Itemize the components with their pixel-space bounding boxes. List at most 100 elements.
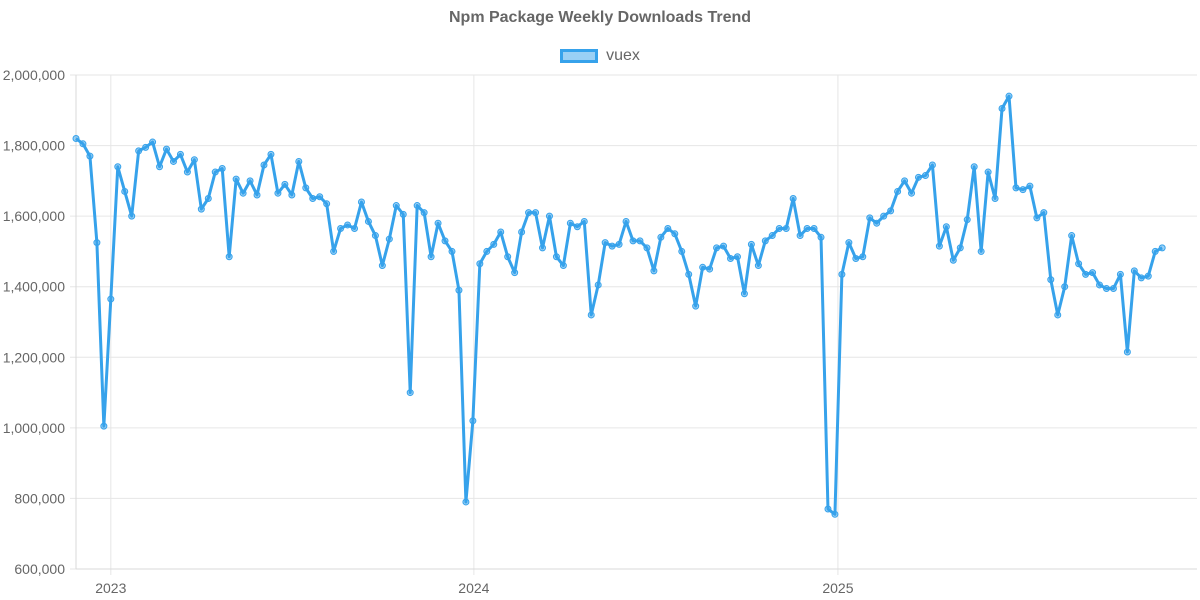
- data-point[interactable]: [239, 189, 247, 197]
- data-point[interactable]: [817, 233, 825, 241]
- data-point[interactable]: [218, 165, 226, 173]
- data-point[interactable]: [344, 221, 352, 229]
- data-point[interactable]: [434, 219, 442, 227]
- data-point[interactable]: [657, 233, 665, 241]
- data-point[interactable]: [406, 389, 414, 397]
- data-point[interactable]: [1061, 283, 1069, 291]
- data-point[interactable]: [539, 244, 546, 252]
- data-point[interactable]: [1082, 270, 1090, 278]
- data-point[interactable]: [768, 232, 776, 240]
- data-point[interactable]: [935, 242, 943, 250]
- data-point[interactable]: [337, 224, 345, 232]
- data-point[interactable]: [462, 498, 470, 506]
- data-point[interactable]: [1096, 281, 1104, 289]
- data-point[interactable]: [866, 214, 874, 222]
- data-point[interactable]: [1102, 284, 1110, 292]
- data-point[interactable]: [490, 240, 498, 248]
- data-point[interactable]: [1130, 267, 1138, 275]
- data-point[interactable]: [643, 244, 651, 252]
- data-point[interactable]: [469, 417, 477, 425]
- data-point[interactable]: [211, 168, 219, 176]
- data-point[interactable]: [720, 242, 728, 250]
- data-point[interactable]: [246, 177, 254, 185]
- data-point[interactable]: [330, 247, 338, 255]
- data-point[interactable]: [587, 311, 595, 319]
- data-point[interactable]: [775, 224, 783, 232]
- data-point[interactable]: [448, 247, 456, 255]
- data-point[interactable]: [908, 189, 916, 197]
- data-point[interactable]: [532, 209, 540, 217]
- data-point[interactable]: [747, 240, 755, 248]
- data-point[interactable]: [232, 175, 240, 183]
- data-point[interactable]: [483, 247, 491, 255]
- data-point[interactable]: [253, 191, 261, 199]
- legend-label-vuex[interactable]: vuex: [606, 47, 640, 64]
- data-point[interactable]: [364, 217, 372, 225]
- data-point[interactable]: [566, 219, 574, 227]
- data-point[interactable]: [1019, 186, 1027, 194]
- data-point[interactable]: [1068, 232, 1076, 240]
- data-point[interactable]: [1054, 311, 1062, 319]
- data-point[interactable]: [963, 216, 971, 224]
- data-point[interactable]: [914, 173, 922, 181]
- data-point[interactable]: [1012, 184, 1020, 192]
- data-point[interactable]: [114, 163, 122, 171]
- data-point[interactable]: [156, 163, 164, 171]
- data-point[interactable]: [636, 237, 644, 245]
- data-point[interactable]: [323, 200, 331, 208]
- data-point[interactable]: [580, 217, 588, 225]
- data-point[interactable]: [664, 224, 672, 232]
- data-point[interactable]: [128, 212, 136, 220]
- data-point[interactable]: [1075, 260, 1083, 268]
- data-point[interactable]: [302, 184, 310, 192]
- data-point[interactable]: [685, 270, 693, 278]
- data-point[interactable]: [921, 172, 929, 180]
- data-point[interactable]: [385, 235, 393, 243]
- data-point[interactable]: [754, 262, 762, 270]
- data-point[interactable]: [803, 224, 811, 232]
- data-point[interactable]: [552, 253, 560, 261]
- data-point[interactable]: [699, 263, 707, 271]
- data-point[interactable]: [163, 145, 171, 153]
- data-point[interactable]: [608, 242, 616, 250]
- data-point[interactable]: [1033, 214, 1041, 222]
- data-point[interactable]: [887, 207, 895, 215]
- data-point[interactable]: [706, 265, 714, 273]
- data-point[interactable]: [107, 295, 115, 303]
- data-point[interactable]: [1116, 270, 1124, 278]
- data-point[interactable]: [949, 256, 957, 264]
- data-point[interactable]: [984, 168, 992, 176]
- data-point[interactable]: [1144, 272, 1152, 280]
- data-point[interactable]: [169, 157, 177, 165]
- data-point[interactable]: [274, 189, 282, 197]
- data-point[interactable]: [1005, 92, 1013, 100]
- data-point[interactable]: [713, 244, 721, 252]
- data-point[interactable]: [615, 240, 623, 248]
- data-point[interactable]: [1026, 182, 1034, 190]
- data-point[interactable]: [295, 157, 303, 165]
- data-point[interactable]: [267, 150, 275, 158]
- data-point[interactable]: [782, 224, 790, 232]
- data-point[interactable]: [733, 253, 741, 261]
- data-point[interactable]: [441, 237, 449, 245]
- data-point[interactable]: [1137, 274, 1145, 282]
- data-point[interactable]: [392, 202, 400, 210]
- data-point[interactable]: [427, 253, 435, 261]
- data-point[interactable]: [692, 302, 700, 310]
- data-point[interactable]: [852, 254, 860, 262]
- data-point[interactable]: [629, 237, 637, 245]
- data-point[interactable]: [204, 195, 212, 202]
- data-point[interactable]: [559, 262, 567, 270]
- data-point[interactable]: [316, 193, 324, 201]
- data-point[interactable]: [1109, 284, 1117, 292]
- data-point[interactable]: [135, 147, 143, 155]
- data-point[interactable]: [1151, 247, 1159, 255]
- data-point[interactable]: [420, 209, 428, 217]
- data-point[interactable]: [149, 138, 157, 146]
- data-point[interactable]: [977, 247, 985, 255]
- data-point[interactable]: [511, 269, 519, 277]
- data-point[interactable]: [100, 422, 108, 430]
- data-point[interactable]: [525, 209, 533, 217]
- data-point[interactable]: [190, 156, 198, 164]
- legend[interactable]: vuex: [0, 47, 1200, 65]
